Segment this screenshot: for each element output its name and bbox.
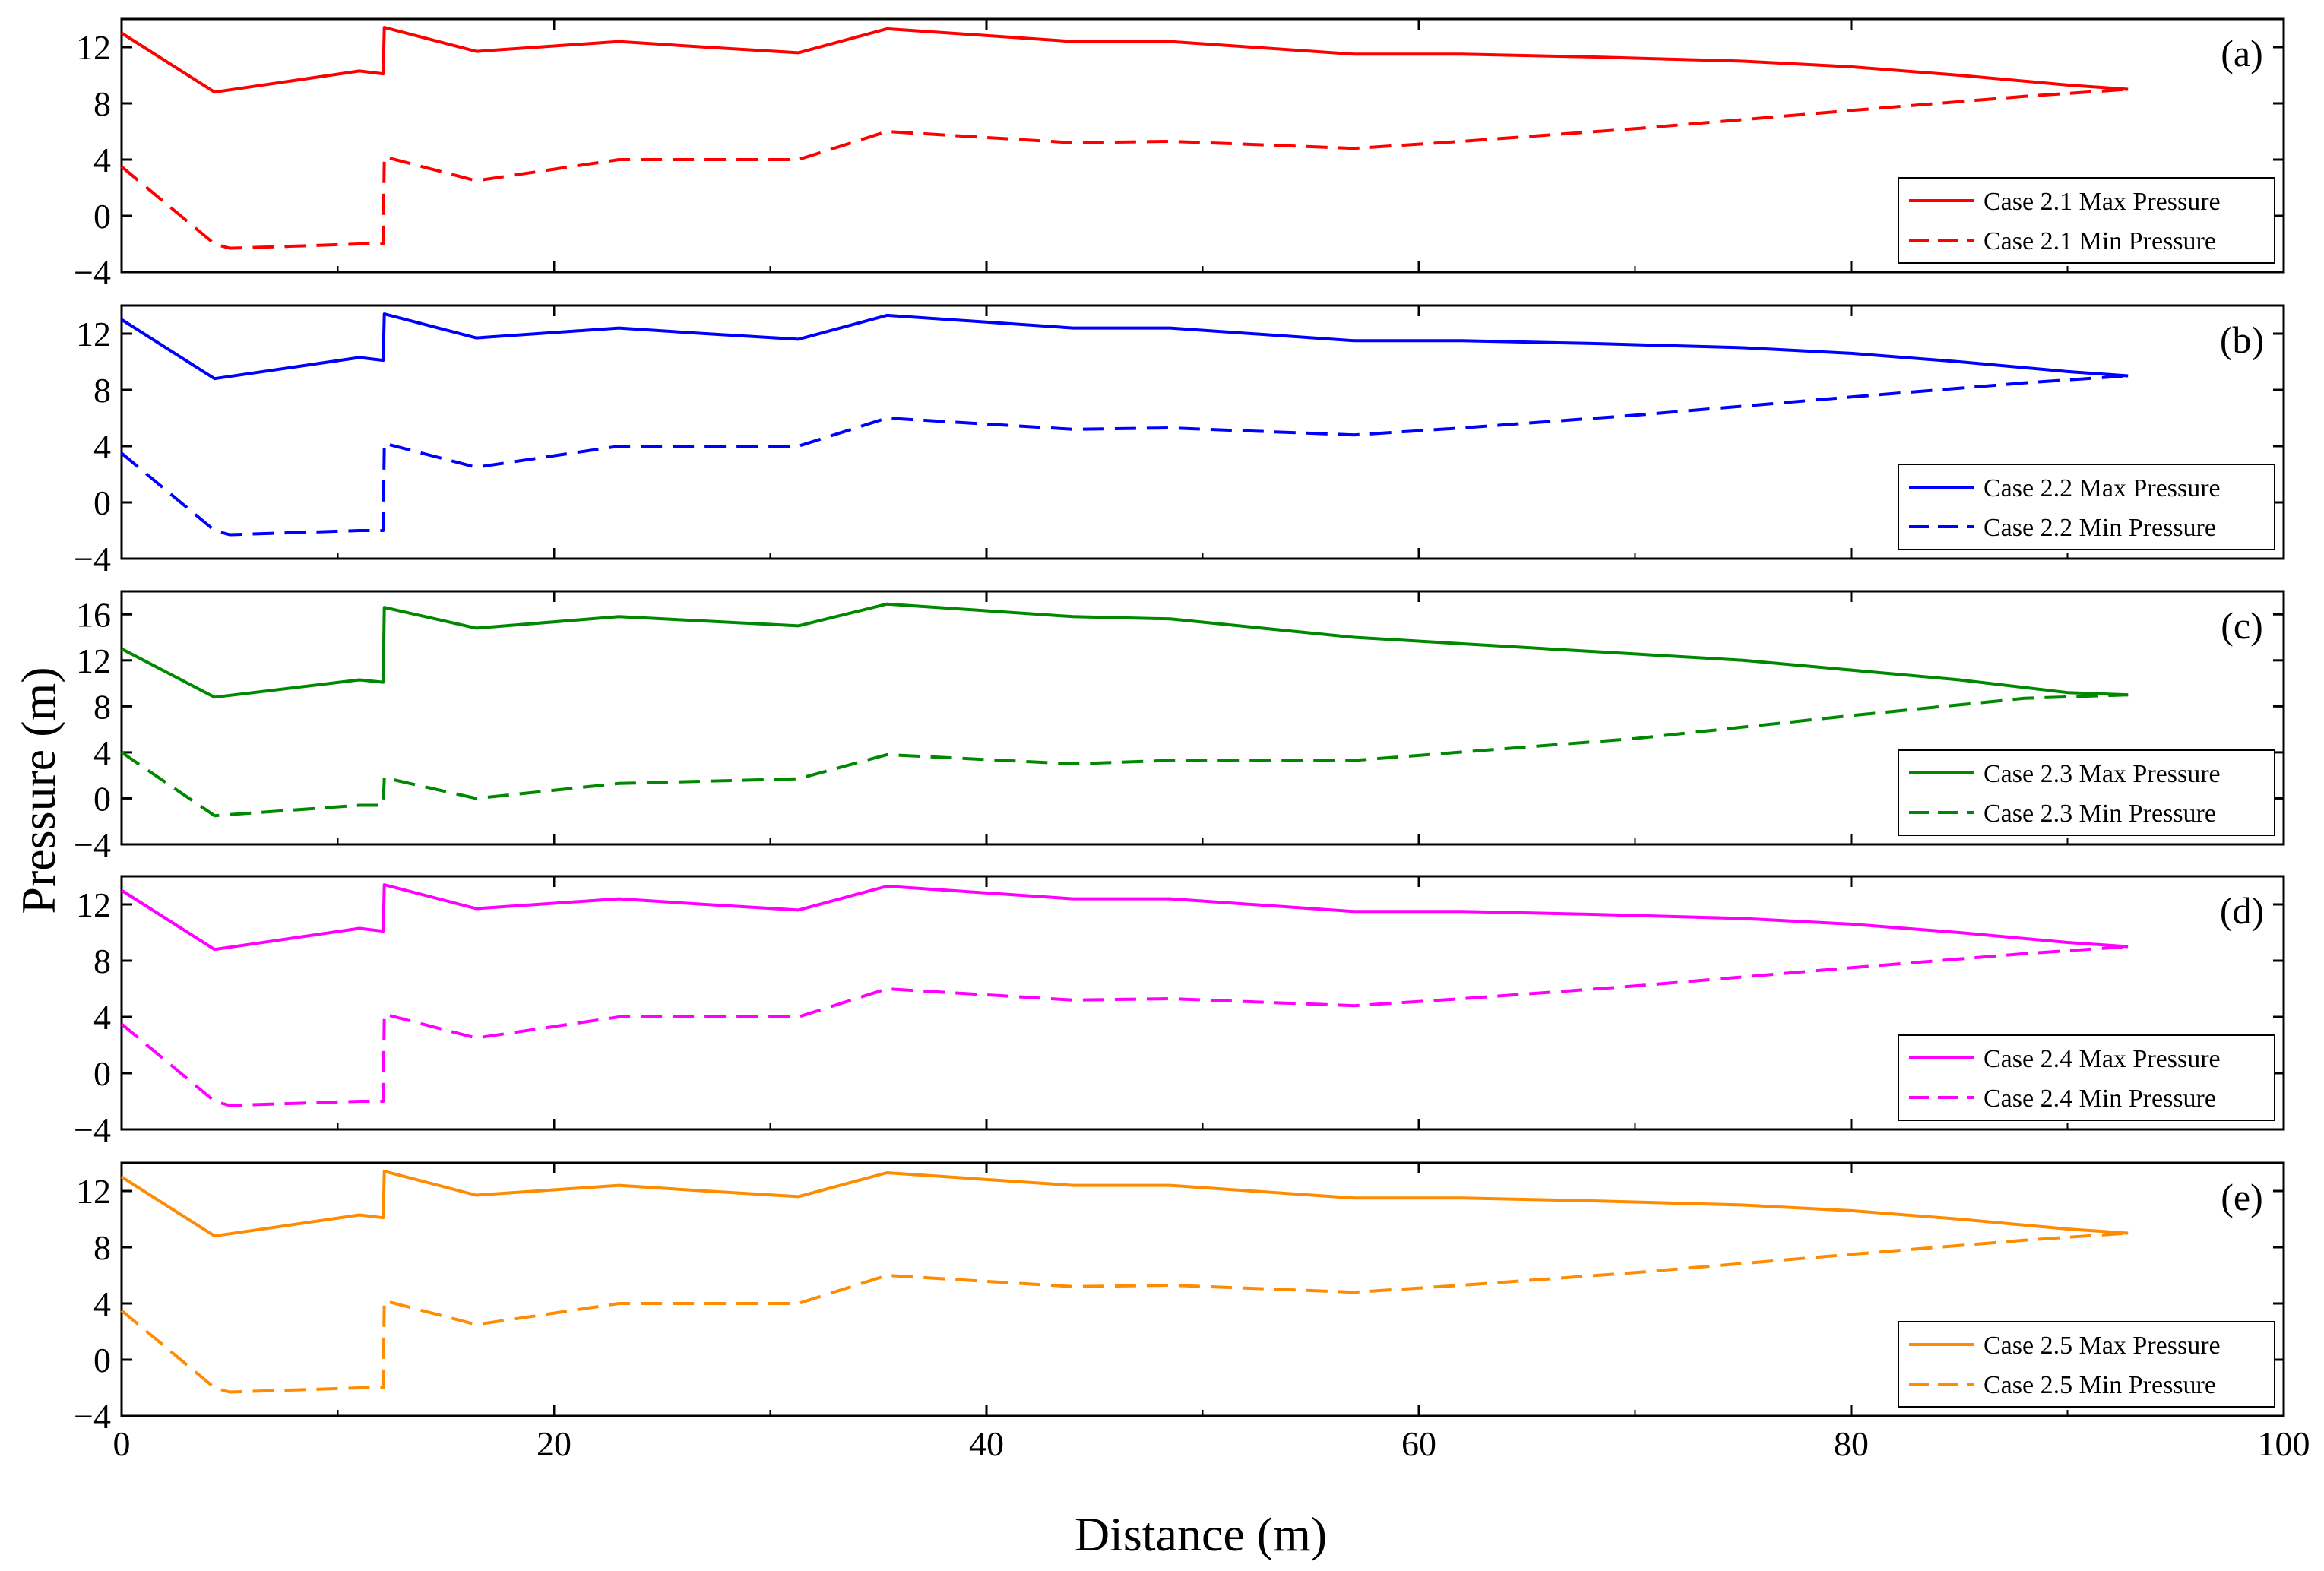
panel-d-y-tick-label: 8: [93, 942, 111, 980]
x-tick-label: 60: [1401, 1424, 1436, 1463]
panel-c-legend-label: Case 2.3 Min Pressure: [1984, 800, 2216, 828]
panel-e-y-tick-label: 8: [93, 1228, 111, 1267]
panel-a-legend-label: Case 2.1 Max Pressure: [1984, 188, 2221, 216]
panel-d-tag: (d): [2220, 889, 2264, 932]
panel-b-legend-label: Case 2.2 Min Pressure: [1984, 514, 2216, 542]
x-tick-label: 40: [969, 1424, 1004, 1463]
panel-e-y-tick-label: 0: [93, 1341, 111, 1379]
panel-b-y-tick-label: 0: [93, 483, 111, 522]
panel-b-legend-label: Case 2.2 Max Pressure: [1984, 474, 2221, 502]
panel-c-y-tick-label: 0: [93, 779, 111, 818]
panel-c-y-tick-label: 8: [93, 687, 111, 726]
panel-d-series-min-line: [120, 945, 2129, 1107]
panel-a-y-tick-label: 0: [93, 197, 111, 236]
panel-d-y-tick-label: −4: [74, 1110, 111, 1149]
panel-b-y-tick-label: −4: [74, 540, 111, 578]
panel-b-y-tick-label: 4: [93, 427, 111, 466]
x-tick-label: 0: [113, 1424, 131, 1463]
panel-b-legend-box: [1898, 464, 2275, 550]
panel-b-series-max-line: [120, 312, 2129, 381]
panel-a-series-min-line: [120, 87, 2129, 250]
x-axis-title: Distance (m): [1075, 1507, 1327, 1561]
panel-d-y-tick-label: 4: [93, 998, 111, 1037]
x-tick-label: 20: [537, 1424, 572, 1463]
panel-c-series-max-line: [121, 602, 2129, 699]
panel-b-y-tick-label: 8: [93, 371, 111, 410]
panel-a-y-tick-label: 4: [93, 141, 111, 179]
x-tick-label: 80: [1834, 1424, 1869, 1463]
panel-e-y-tick-label: −4: [74, 1397, 111, 1436]
panel-c-y-tick-label: 12: [76, 641, 111, 680]
panel-c-legend-label: Case 2.3 Max Pressure: [1984, 760, 2221, 788]
panel-c-series-min-line: [120, 693, 2129, 818]
panel-e-series-max-line: [120, 1170, 2129, 1238]
panel-d-series-max-line: [120, 883, 2129, 952]
panel-e-y-tick-label: 12: [76, 1172, 111, 1211]
panel-c-y-tick-label: 4: [93, 733, 111, 772]
panel-d-y-tick-label: 0: [93, 1054, 111, 1093]
panel-d-legend-label: Case 2.4 Max Pressure: [1984, 1045, 2221, 1073]
panel-a-tag: (a): [2221, 32, 2263, 74]
y-axis-title: Pressure (m): [11, 667, 65, 914]
panel-c-legend-box: [1898, 749, 2275, 836]
panel-d-y-tick-label: 12: [76, 885, 111, 924]
panel-e-tag: (e): [2221, 1176, 2263, 1218]
panel-c-tag: (c): [2221, 604, 2263, 647]
panel-a-y-tick-label: −4: [74, 253, 111, 292]
panel-e-legend-box: [1898, 1321, 2275, 1408]
panel-d-legend-box: [1898, 1034, 2275, 1121]
panel-a-legend-box: [1898, 177, 2275, 264]
panel-b-series-min-line: [120, 374, 2129, 537]
panel-e-legend-label: Case 2.5 Min Pressure: [1984, 1371, 2216, 1399]
x-tick-label: 100: [2258, 1424, 2310, 1463]
panel-b-y-tick-label: 12: [76, 315, 111, 353]
panel-e-legend-label: Case 2.5 Max Pressure: [1984, 1332, 2221, 1360]
panel-e-series-min-line: [120, 1231, 2129, 1394]
panel-c-y-tick-label: 16: [76, 595, 111, 634]
panel-a-legend-label: Case 2.1 Min Pressure: [1984, 227, 2216, 255]
panel-d-legend-label: Case 2.4 Min Pressure: [1984, 1085, 2216, 1113]
panel-a-y-tick-label: 12: [76, 28, 111, 67]
panel-a-y-tick-label: 8: [93, 84, 111, 123]
panel-e-y-tick-label: 4: [93, 1284, 111, 1323]
panel-b-tag: (b): [2220, 318, 2264, 361]
panel-c-y-tick-label: −4: [74, 825, 111, 864]
panel-a-series-max-line: [120, 26, 2129, 94]
